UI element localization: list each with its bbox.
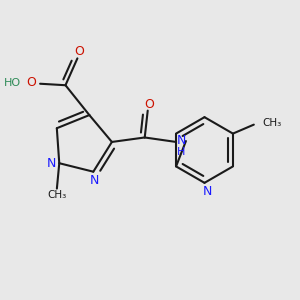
- Text: CH₃: CH₃: [47, 190, 67, 200]
- Text: O: O: [26, 76, 36, 89]
- Text: N: N: [203, 185, 212, 198]
- Text: N: N: [177, 134, 186, 147]
- Text: H: H: [177, 147, 186, 158]
- Text: O: O: [144, 98, 154, 110]
- Text: CH₃: CH₃: [262, 118, 281, 128]
- Text: N: N: [47, 157, 56, 170]
- Text: O: O: [74, 45, 84, 58]
- Text: HO: HO: [4, 78, 21, 88]
- Text: N: N: [90, 174, 100, 187]
